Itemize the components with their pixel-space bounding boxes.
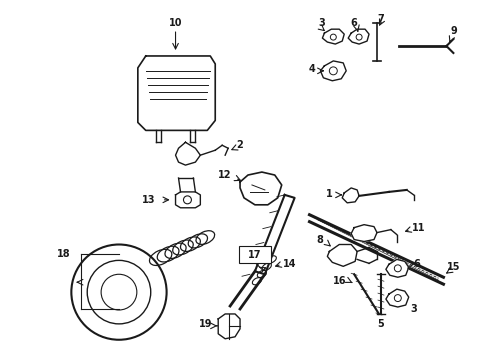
Polygon shape [218,314,240,339]
Polygon shape [322,29,344,44]
Text: 6: 6 [413,259,420,269]
Text: 2: 2 [237,140,244,150]
Polygon shape [348,29,369,44]
Text: 11: 11 [412,222,425,233]
Polygon shape [255,195,294,274]
Text: 13: 13 [142,195,155,205]
Polygon shape [327,244,357,266]
Text: 5: 5 [378,319,384,329]
Circle shape [72,244,167,340]
Polygon shape [386,289,409,307]
Polygon shape [175,142,200,165]
Text: 1: 1 [326,189,333,199]
Text: 10: 10 [169,18,182,28]
Text: 15: 15 [446,262,460,272]
Polygon shape [320,61,346,81]
Text: 19: 19 [198,319,212,329]
FancyBboxPatch shape [239,247,271,264]
Text: 12: 12 [219,170,232,180]
Text: 16: 16 [333,276,346,286]
Text: 4: 4 [309,64,316,74]
Text: 14: 14 [283,259,296,269]
Text: 9: 9 [450,26,457,36]
Polygon shape [342,188,359,203]
Polygon shape [138,56,215,130]
Text: 17: 17 [248,251,262,260]
Text: 3: 3 [318,18,325,28]
Polygon shape [240,172,282,205]
Text: 8: 8 [316,234,323,244]
Polygon shape [175,192,200,208]
Text: 3: 3 [410,304,417,314]
Polygon shape [386,260,409,277]
Polygon shape [351,225,377,242]
Text: 7: 7 [378,14,384,24]
Text: 6: 6 [351,18,358,28]
Text: 18: 18 [57,249,70,260]
